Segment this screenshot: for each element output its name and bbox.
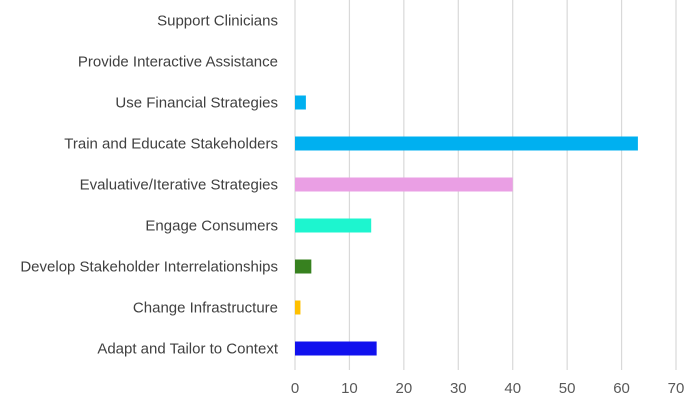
bar	[295, 300, 301, 315]
category-label: Engage Consumers	[145, 218, 278, 235]
category-label: Evaluative/Iterative Strategies	[80, 177, 278, 194]
x-tick-label: 20	[396, 380, 413, 397]
category-label: Adapt and Tailor to Context	[97, 341, 279, 358]
category-label: Support Clinicians	[157, 13, 278, 30]
bar	[295, 177, 513, 192]
bar	[295, 136, 638, 151]
bar	[295, 341, 377, 356]
x-tick-label: 10	[341, 380, 358, 397]
x-tick-label: 40	[504, 380, 521, 397]
bar	[295, 95, 306, 110]
x-tick-label: 0	[291, 380, 299, 397]
x-tick-label: 60	[613, 380, 630, 397]
bar	[295, 218, 372, 233]
x-tick-label: 30	[450, 380, 467, 397]
bar	[295, 259, 312, 274]
bars	[295, 95, 638, 356]
x-tick-labels: 0 10 20 30 40 50 60 70	[291, 380, 685, 397]
category-label: Provide Interactive Assistance	[78, 54, 278, 71]
category-label: Use Financial Strategies	[115, 95, 278, 112]
x-tick-label: 70	[668, 380, 685, 397]
category-label: Change Infrastructure	[133, 300, 278, 317]
category-label: Develop Stakeholder Interrelationships	[20, 259, 278, 276]
category-label: Train and Educate Stakeholders	[64, 136, 278, 153]
category-labels: Support Clinicians Provide Interactive As…	[20, 13, 278, 358]
x-tick-label: 50	[559, 380, 576, 397]
